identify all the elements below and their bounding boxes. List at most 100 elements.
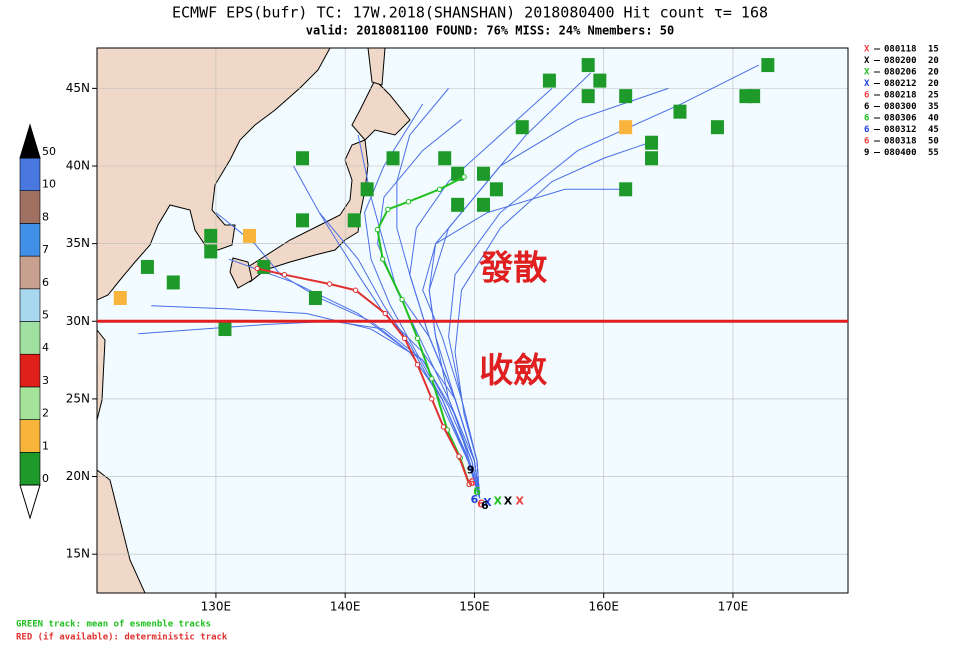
legend-label: 080200 [884,56,917,66]
track-start: X [483,496,492,509]
deterministic-track-point [456,453,462,460]
hit-box [645,135,659,150]
annotation: 收斂 [479,351,547,391]
legend-value: 35 [928,102,939,112]
colorbar-label: 2 [42,407,49,420]
colorbar-label: 8 [42,210,49,223]
hit-box [451,166,465,181]
deterministic-track-point [401,335,408,342]
deterministic-track-point [352,287,359,293]
hit-box [581,58,595,73]
colorbar-label: 6 [42,276,49,289]
legend-symbol: 6 [864,91,869,101]
colorbar-segment [19,451,41,486]
legend-symbol: 6 [864,102,869,112]
mean-track-point [399,296,405,303]
hit-box [438,151,452,166]
colorbar-label: 3 [42,374,49,387]
colorbar-under [19,484,41,520]
legend-label: 080218 [884,91,917,101]
legend-value: 40 [928,114,939,124]
legend-label: 080306 [884,114,917,124]
hit-box [218,322,232,337]
track-start: X [493,494,502,507]
track-start: 6 [477,497,485,510]
track-start: 6 [481,499,489,512]
ensemble-track [364,103,481,499]
x-tick-label: 160E [588,600,619,614]
legend-symbol: 6 [864,114,869,124]
mean-track-point [405,199,412,205]
colorbar-segment [19,190,41,224]
legend-value: 45 [928,125,939,135]
deterministic-track-point [254,265,260,272]
deterministic-track-point [414,362,421,368]
colorbar-label: 10 [42,178,56,191]
legend-label: 080212 [884,79,917,89]
colorbar-segment [19,223,41,257]
hit-box [166,275,180,290]
x-tick-label: 130E [201,600,232,614]
x-tick-label: 150E [459,600,490,614]
colorbar-label: 50 [42,145,56,158]
hit-box [476,166,490,181]
title: ECMWF EPS(bufr) TC: 17W.2018(SHANSHAN) 2… [172,4,768,22]
ensemble-track [422,188,630,499]
hit-box [619,182,633,197]
track-start: 6 [468,476,476,489]
legend-symbol: X [864,79,870,89]
legend-symbol: X [864,56,870,66]
legend-symbol: 9 [864,148,869,158]
y-tick-label: 20N [66,469,90,483]
mean-track-point [436,186,443,192]
mean-track [376,175,471,485]
hit-box [747,89,761,104]
x-tick-label: 170E [718,600,749,614]
hit-box [308,290,322,305]
legend-label: 080206 [884,68,917,78]
footnote: GREEN track: mean of esmenble tracks [16,620,211,630]
deterministic-track-point [382,310,388,317]
land [97,48,411,593]
legend-label: 080118 [884,45,917,55]
legend-value: 15 [928,45,939,55]
hit-box [204,244,218,259]
colorbar-segment [19,386,41,420]
hit-box [476,197,490,212]
deterministic-track-point [440,424,447,430]
legend-value: 20 [928,68,939,78]
hit-box [761,58,775,73]
colorbar-label: 5 [42,309,49,322]
deterministic-track-point [466,481,472,488]
ensemble-track [293,165,481,499]
colorbar-segment [19,419,41,453]
colorbar-segment [19,288,41,322]
legend-value: 55 [928,148,939,158]
mean-track-point [414,335,421,342]
hit-box [619,89,633,104]
legend-value: 25 [928,91,939,101]
hit-box [113,290,127,305]
colorbar-label: 7 [42,243,49,256]
mean-track-point [429,376,435,382]
legend-value: 50 [928,137,939,147]
colorbar-over [19,123,41,159]
hit-box [347,213,361,228]
colorbar-segment [19,353,41,388]
hit-box [296,213,310,228]
plot-layer [97,48,848,593]
hit-box [296,151,310,166]
footnote: RED (if available): deterministic track [16,632,228,643]
hit-box [593,73,607,88]
mean-track-point [461,174,467,180]
mean-track-point [385,206,391,213]
mean-track-point [379,256,386,262]
y-tick-label: 30N [66,314,90,328]
legend-label: 080400 [884,148,917,158]
mean-track-point [374,226,381,233]
legend-value: 20 [928,56,939,66]
ensemble-track [428,72,592,499]
hit-box [515,120,529,135]
legend-label: 080300 [884,102,917,112]
hit-box [386,151,400,166]
